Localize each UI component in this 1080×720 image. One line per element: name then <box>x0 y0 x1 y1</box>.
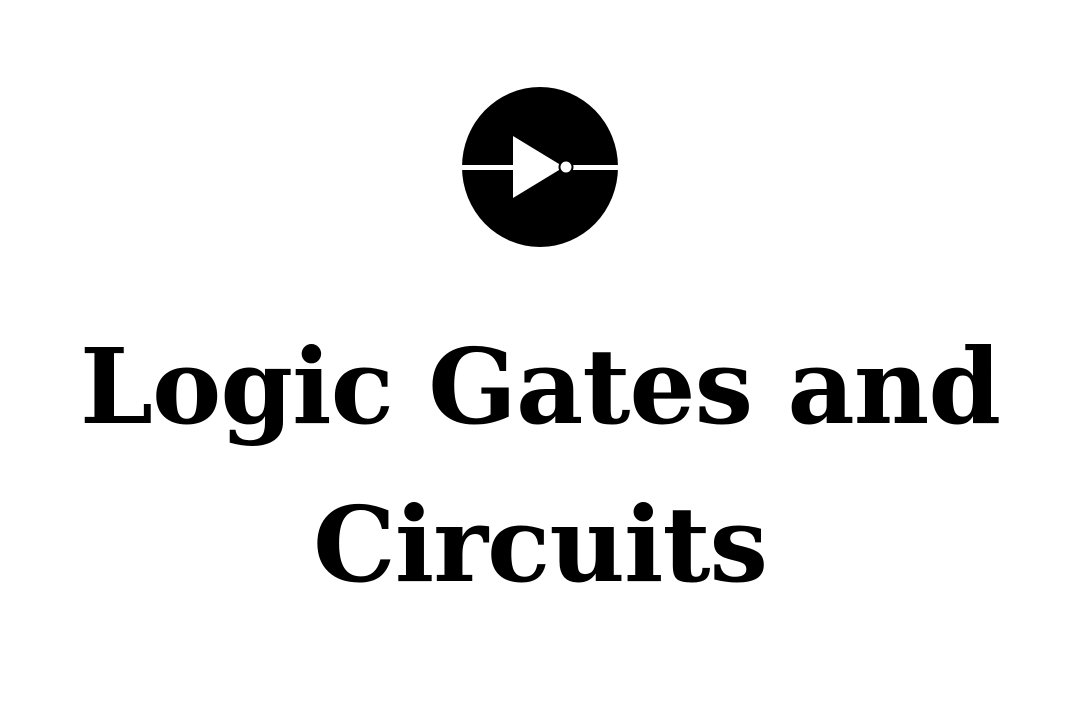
logo <box>461 86 619 248</box>
title-line-2: Circuits <box>312 483 768 606</box>
not-gate-icon <box>461 87 619 247</box>
page-title: Logic Gates and Circuits <box>0 308 1080 624</box>
title-line-1: Logic Gates and <box>79 325 1001 448</box>
